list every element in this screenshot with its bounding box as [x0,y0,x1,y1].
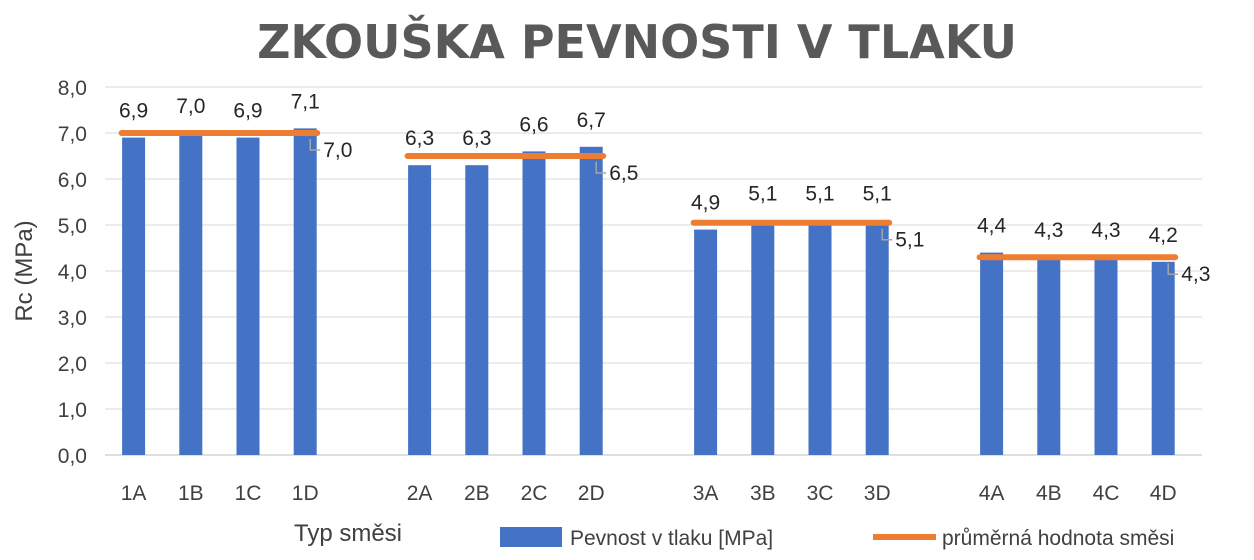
x-tick-label: 2C [521,482,548,505]
bar [293,128,317,455]
y-axis: 0,0 1,0 2,0 3,0 4,0 5,0 6,0 7,0 8,0 [58,77,87,468]
average-label-leader [595,162,607,174]
bar-value-label: 7,0 [176,95,205,118]
bar-value-label: 4,9 [691,192,720,215]
bar [1037,257,1061,455]
y-tick-label: 2,0 [58,353,87,376]
x-tick-label: 2B [464,482,490,505]
bar-value-label: 4,4 [977,215,1007,238]
average-value-label: 6,5 [609,162,638,185]
bar [522,151,546,455]
bar [408,165,432,455]
average-label-leader [1167,263,1179,275]
bar [980,252,1004,455]
bar [179,133,203,455]
y-tick-label: 6,0 [58,169,87,192]
bar-value-label: 4,3 [1091,219,1120,242]
y-tick-label: 4,0 [58,261,87,284]
bar [122,137,146,455]
y-tick-label: 5,0 [58,215,87,238]
bars [122,128,1175,456]
legend-swatch-bar [500,527,562,547]
x-tick-label: 1D [292,482,319,505]
average-value-label: 5,1 [895,229,924,252]
average-lines [118,130,1179,261]
bar [465,165,489,455]
average-label-leader [881,228,893,241]
average-label-leader [309,139,321,151]
bar-value-label: 6,7 [577,109,606,132]
bar-value-label: 5,1 [805,182,834,205]
y-axis-title: Rc (MPa) [11,220,38,321]
bar [865,220,889,455]
y-tick-label: 8,0 [58,77,87,100]
bar [1151,261,1175,455]
x-tick-label: 3A [693,482,719,505]
legend-label-line: průměrná hodnota směsi [942,527,1174,550]
x-tick-label: 1C [235,482,262,505]
bar-value-label: 6,9 [119,100,148,123]
bar [236,137,260,455]
x-tick-label: 2A [407,482,433,505]
bar-value-label: 5,1 [748,182,777,205]
x-tick-label: 4A [979,482,1005,505]
chart-title: ZKOUŠKA PEVNOSTI V TLAKU [257,15,1017,69]
x-tick-label: 4B [1036,482,1062,505]
x-axis-title: Typ směsi [294,520,402,547]
bar-value-label: 4,2 [1149,224,1178,247]
x-tick-label: 3B [750,482,776,505]
bar-value-label: 6,3 [462,127,491,150]
bar [1094,257,1118,455]
x-tick-label: 4C [1093,482,1120,505]
data-labels: 6,9 7,0 6,9 7,1 7,0 6,3 6,3 6,6 6,7 6,5 4,9 5,1 5,1 5… [119,90,1210,286]
average-value-label: 7,0 [323,139,352,162]
legend: Pevnost v tlaku [MPa] průměrná hodnota s… [500,527,1174,550]
average-value-label: 4,3 [1181,263,1210,286]
bar-value-label: 7,1 [291,90,320,113]
y-tick-label: 1,0 [58,399,87,422]
bar [751,220,775,455]
x-tick-label: 4D [1150,482,1177,505]
x-axis: 1A 1B 1C 1D 2A 2B 2C 2D 3A 3B 3C 3D 4A 4B 4C 4D [121,482,1177,505]
bar-value-label: 4,3 [1034,219,1063,242]
bar [808,220,832,455]
x-tick-label: 3C [807,482,834,505]
y-tick-label: 3,0 [58,307,87,330]
bar-value-label: 6,9 [233,100,262,123]
bar-value-label: 5,1 [863,182,892,205]
gridlines [105,86,1202,456]
bar-value-label: 6,3 [405,127,434,150]
y-tick-label: 0,0 [58,445,87,468]
y-tick-label: 7,0 [58,123,87,146]
x-tick-label: 2D [578,482,605,505]
bar [579,146,603,456]
x-tick-label: 1A [121,482,147,505]
bar-value-label: 6,6 [519,113,548,136]
x-tick-label: 1B [178,482,204,505]
bar [694,229,718,455]
x-tick-label: 3D [864,482,891,505]
legend-label-bar: Pevnost v tlaku [MPa] [570,527,773,550]
